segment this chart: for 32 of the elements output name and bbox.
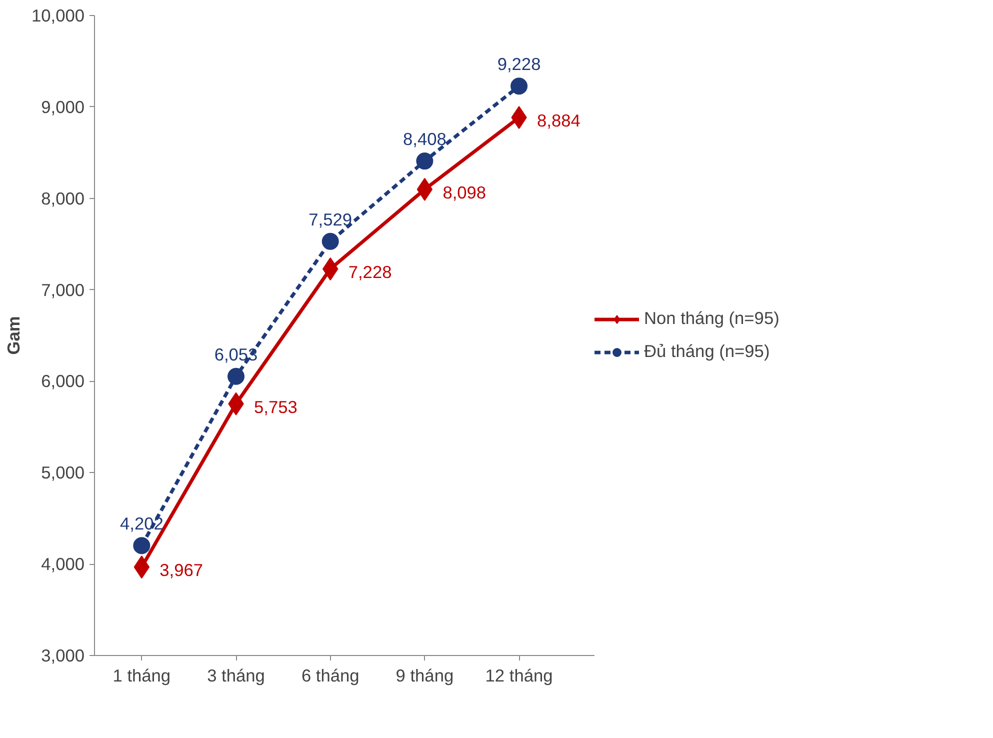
y-tick-label: 10,000 bbox=[32, 6, 84, 26]
data-label: 8,884 bbox=[537, 110, 581, 131]
x-tick-label: 9 tháng bbox=[396, 666, 454, 686]
data-label: 7,228 bbox=[348, 262, 392, 282]
data-label: 6,053 bbox=[214, 344, 258, 364]
point bbox=[134, 556, 150, 579]
x-tick-label: 6 tháng bbox=[301, 666, 360, 686]
legend-label: Non tháng (n=95) bbox=[644, 308, 780, 329]
y-tick-label: 3,000 bbox=[41, 646, 85, 666]
point bbox=[416, 152, 434, 170]
point bbox=[416, 178, 433, 201]
point bbox=[510, 78, 528, 95]
x-tick-label: 3 tháng bbox=[207, 666, 265, 686]
y-tick-label: 6,000 bbox=[41, 371, 85, 392]
data-label: 8,098 bbox=[442, 182, 486, 202]
data-label: 3,967 bbox=[160, 560, 204, 580]
legend-label: Đủ tháng (n=95) bbox=[644, 341, 770, 362]
y-tick-label: 9,000 bbox=[41, 96, 85, 117]
data-label: 9,228 bbox=[497, 54, 541, 74]
x-tick-label: 12 tháng bbox=[485, 666, 553, 686]
data-label: 5,753 bbox=[254, 396, 298, 417]
y-tick-label: 5,000 bbox=[41, 462, 85, 483]
y-axis-title: Gam bbox=[4, 316, 24, 355]
point bbox=[133, 537, 150, 554]
data-label: 7,529 bbox=[308, 209, 352, 230]
y-tick-label: 8,000 bbox=[41, 188, 85, 208]
data-label: 8,408 bbox=[403, 129, 446, 150]
y-tick-label: 7,000 bbox=[41, 280, 85, 300]
x-tick-label: 1 tháng bbox=[112, 666, 171, 686]
point bbox=[322, 232, 339, 250]
y-tick-label: 4,000 bbox=[41, 554, 85, 574]
point bbox=[228, 368, 245, 385]
